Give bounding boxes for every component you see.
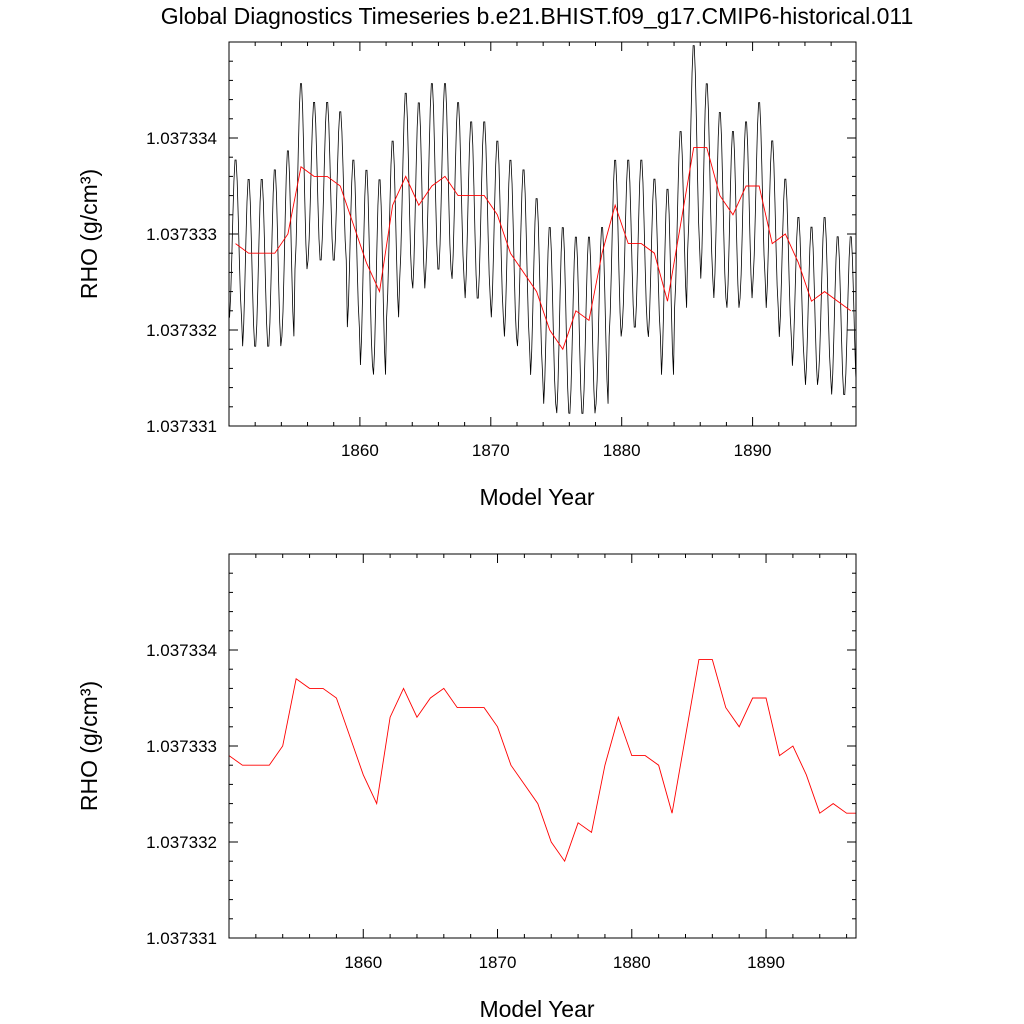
bottom-series-annual-mean-line — [229, 659, 856, 863]
top-x-tick-label: 1890 — [734, 441, 772, 460]
top-y-tick-label: 1.037333 — [146, 225, 217, 244]
bottom-y-tick-label: 1.037333 — [146, 737, 217, 756]
bottom-x-tick-label: 1860 — [344, 953, 382, 972]
top-y-tick-label: 1.037332 — [146, 321, 217, 340]
top-y-tick-label: 1.037334 — [146, 129, 217, 148]
bottom-panel: 1860 1870 1880 1890 1.037331 1.037332 1.037333… — [76, 553, 857, 1022]
top-x-tick-label: 1860 — [341, 441, 379, 460]
bottom-y-axis-label: RHO (g/cm³) — [76, 681, 102, 811]
top-series-annual-mean-line — [235, 147, 852, 351]
bottom-x-tick-label: 1880 — [613, 953, 651, 972]
top-y-axis-label: RHO (g/cm³) — [76, 169, 102, 299]
top-x-tick-label: 1870 — [472, 441, 510, 460]
top-x-tick-label: 1880 — [603, 441, 641, 460]
bottom-y-tick-label: 1.037334 — [146, 641, 217, 660]
top-panel: 1860 1870 1880 1890 1.037331 1.037332 1.037333… — [76, 41, 857, 510]
bottom-x-tick-label: 1870 — [479, 953, 517, 972]
figure-title: Global Diagnostics Timeseries b.e21.BHIS… — [161, 3, 914, 29]
bottom-x-tick-label: 1890 — [747, 953, 785, 972]
bottom-y-tick-label: 1.037331 — [146, 929, 217, 948]
top-y-tick-label: 1.037331 — [146, 417, 217, 436]
top-x-axis-label: Model Year — [479, 484, 594, 510]
bottom-x-axis-label: Model Year — [479, 996, 594, 1022]
bottom-y-tick-label: 1.037332 — [146, 833, 217, 852]
bottom-plot-frame — [228, 553, 857, 939]
top-series-monthly-line — [229, 45, 856, 414]
